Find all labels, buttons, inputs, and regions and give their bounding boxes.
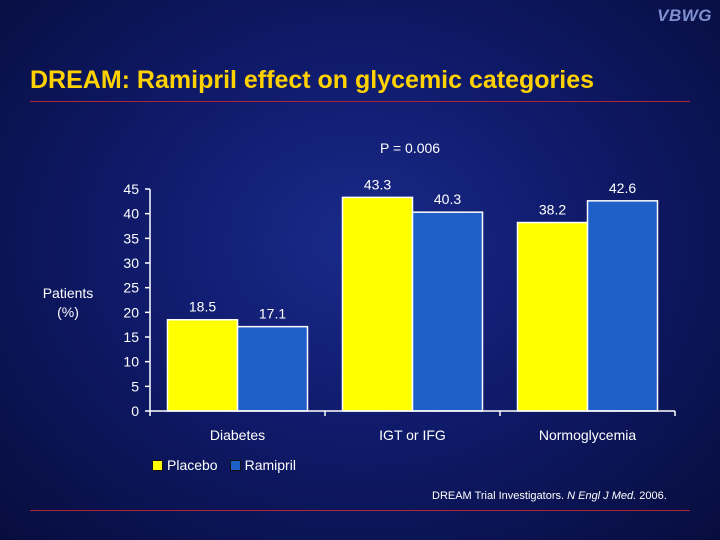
y-axis-label-line2: (%) xyxy=(57,304,79,320)
chart-legend: Placebo Ramipril xyxy=(152,457,308,473)
y-tick-label: 20 xyxy=(123,304,139,320)
citation-journal: N Engl J Med. xyxy=(567,490,637,502)
citation-year: 2006. xyxy=(639,490,667,502)
bar-ramipril-2 xyxy=(411,211,484,412)
value-label-ramipril-1: 17.1 xyxy=(259,306,286,322)
legend-item-ramipril: Ramipril xyxy=(229,457,296,473)
bar-ramipril-3 xyxy=(586,200,659,412)
y-tick-label: 25 xyxy=(123,280,139,296)
title-divider xyxy=(30,101,690,102)
value-label-ramipril-2: 40.3 xyxy=(434,191,461,207)
x-tick-label: IGT or IFG xyxy=(379,427,446,443)
legend-label-ramipril: Ramipril xyxy=(244,457,296,473)
x-tick-label: Diabetes xyxy=(210,427,265,443)
value-label-ramipril-3: 42.6 xyxy=(609,180,636,196)
vbwg-logo: VBWG xyxy=(657,6,712,25)
bar-placebo-1 xyxy=(166,318,239,412)
citation-authors: DREAM Trial Investigators. xyxy=(432,490,565,502)
footer-divider xyxy=(30,510,690,511)
y-tick-label: 0 xyxy=(131,403,139,419)
value-label-placebo-3: 38.2 xyxy=(539,202,566,218)
bar-placebo-2 xyxy=(341,196,414,412)
legend-swatch-placebo xyxy=(152,459,163,471)
y-tick-label: 15 xyxy=(123,329,139,345)
citation: DREAM Trial Investigators. N Engl J Med.… xyxy=(432,490,667,502)
p-value-label: P = 0.006 xyxy=(380,140,441,156)
bar-ramipril-1 xyxy=(236,325,309,412)
y-axis-label: Patients (%) xyxy=(30,284,106,322)
y-tick-label: 30 xyxy=(123,255,139,271)
legend-swatch-ramipril xyxy=(229,459,241,471)
legend-item-placebo: Placebo xyxy=(152,457,218,473)
y-tick-label: 35 xyxy=(123,230,139,246)
legend-label-placebo: Placebo xyxy=(167,457,218,473)
value-label-placebo-1: 18.5 xyxy=(189,299,216,315)
x-tick-label: Normoglycemia xyxy=(539,427,636,443)
y-axis-label-line1: Patients xyxy=(42,285,94,301)
y-tick-label: 45 xyxy=(123,181,139,197)
y-tick-label: 10 xyxy=(123,354,139,370)
value-label-placebo-2: 43.3 xyxy=(364,176,391,192)
y-tick-label: 5 xyxy=(131,378,139,394)
y-tick-label: 40 xyxy=(123,206,139,222)
bar-placebo-3 xyxy=(516,221,589,412)
slide-title: DREAM: Ramipril effect on glycemic categ… xyxy=(30,66,595,94)
